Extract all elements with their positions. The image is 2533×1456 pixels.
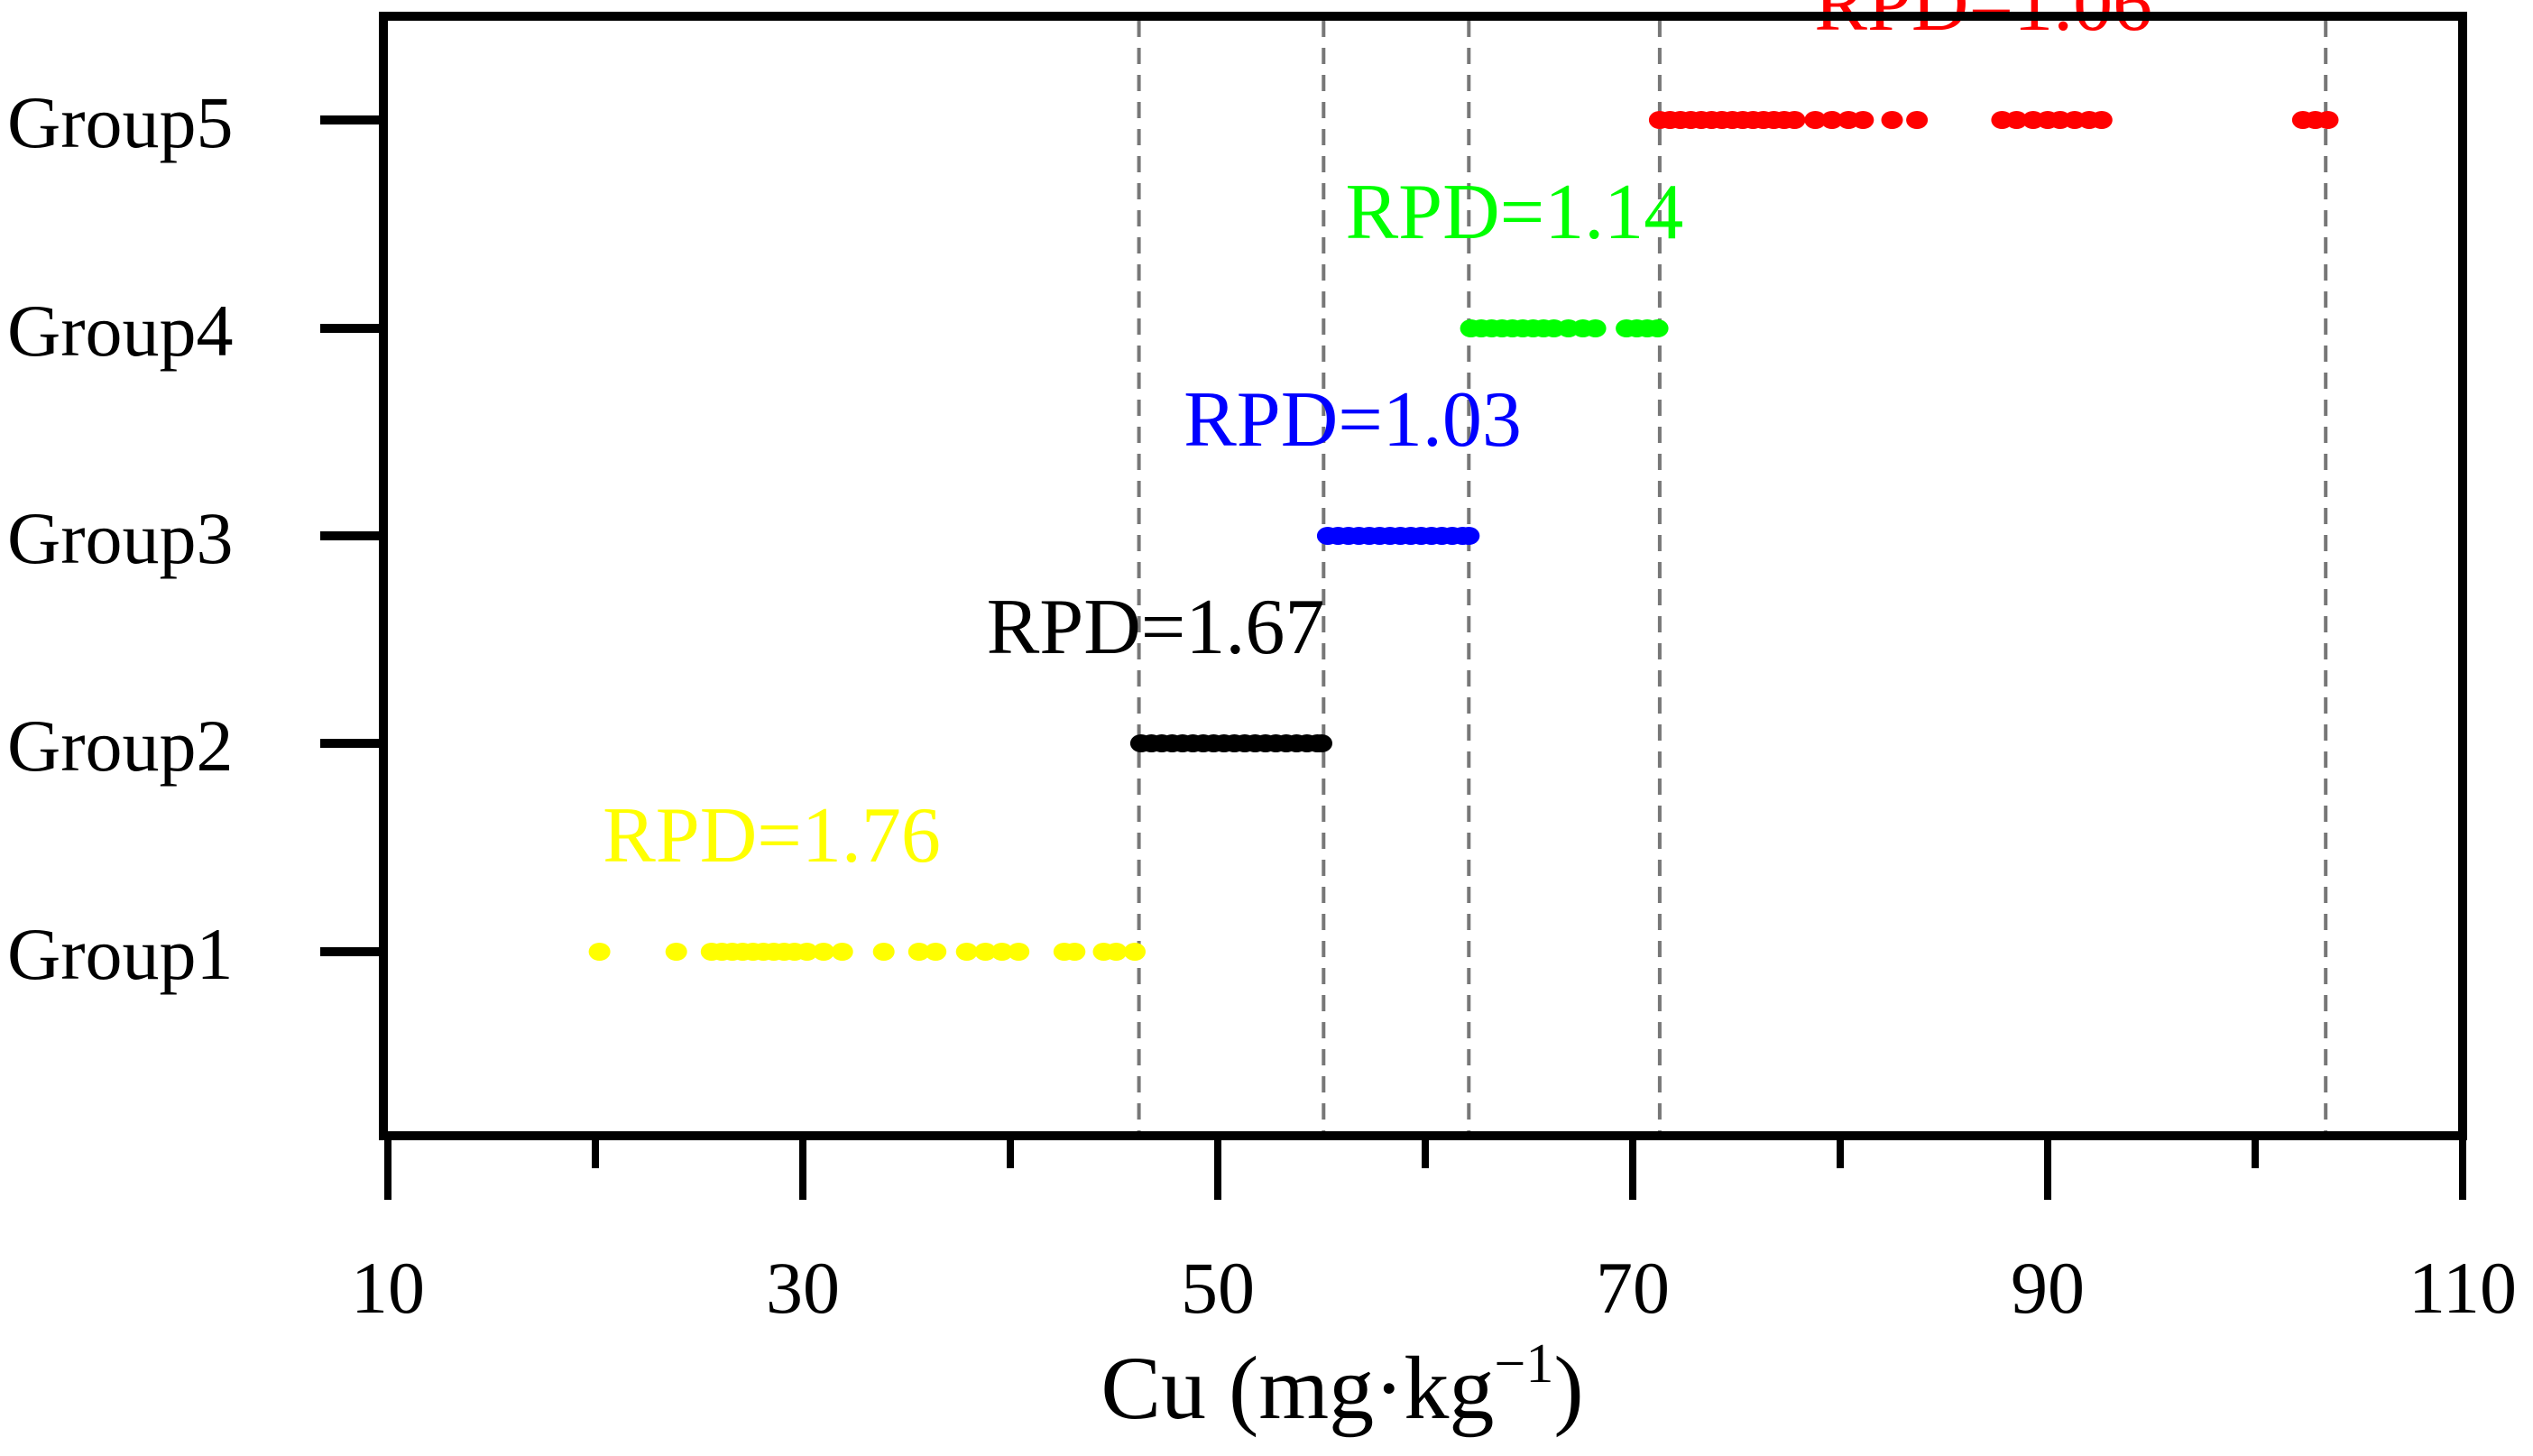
- point-group5-15: [1804, 111, 1827, 129]
- point-group1-13: [813, 943, 834, 961]
- point-group1-23: [1064, 943, 1086, 961]
- point-group1-26: [1124, 943, 1146, 961]
- point-group1-19: [974, 943, 997, 961]
- series-group5: [1648, 111, 2339, 129]
- x-tick-label-110: 110: [2409, 1247, 2517, 1329]
- point-group4-12: [1584, 319, 1607, 337]
- rpd-label-group5: RPD=1.06: [1814, 0, 2152, 48]
- point-group1-12: [796, 943, 818, 961]
- point-group1-17: [925, 943, 947, 961]
- data-points: [588, 111, 2339, 961]
- point-group5-19: [1881, 111, 1903, 129]
- point-group5-31: [2317, 111, 2339, 129]
- point-group1-16: [907, 943, 930, 961]
- point-group1-15: [872, 943, 895, 961]
- series-group3: [1316, 527, 1480, 545]
- x-tick-label-50: 50: [1181, 1247, 1255, 1329]
- rpd-label-group2: RPD=1.67: [987, 584, 1325, 671]
- x-axis-title: Cu (mg·kg−1): [1101, 1333, 1583, 1438]
- y-tick-label-group3: Group3: [7, 497, 234, 579]
- rpd-label-group1: RPD=1.76: [603, 792, 941, 880]
- y-tick-label-group4: Group4: [7, 290, 234, 372]
- x-tick-label-30: 30: [766, 1247, 840, 1329]
- x-axis-title-text: Cu (mg·kg: [1101, 1338, 1494, 1438]
- rpd-label-group4: RPD=1.14: [1345, 169, 1683, 256]
- x-tick-label-10: 10: [351, 1247, 425, 1329]
- y-tick-label-group1: Group1: [7, 913, 234, 995]
- series-group2: [1129, 734, 1332, 752]
- point-group5-28: [2090, 111, 2113, 129]
- series-group4: [1460, 319, 1669, 337]
- x-tick-label-90: 90: [2011, 1247, 2085, 1329]
- point-group1-14: [831, 943, 853, 961]
- x-tick-label-70: 70: [1596, 1247, 1670, 1329]
- point-group5-22: [2005, 111, 2028, 129]
- point-group1-25: [1105, 943, 1128, 961]
- point-group5-14: [1783, 111, 1806, 129]
- x-axis-title-superscript: −1: [1494, 1333, 1553, 1395]
- y-axis: Group1 Group2 Group3 Group4 Group5: [7, 81, 383, 995]
- x-axis: 10 30 50 70 90 110: [351, 1136, 2517, 1329]
- point-group1-20: [990, 943, 1013, 961]
- y-tick-label-group2: Group2: [7, 705, 234, 787]
- point-group5-18: [1852, 111, 1874, 129]
- point-group2-19: [1311, 734, 1332, 752]
- point-group1-1: [588, 943, 611, 961]
- series-group1: [588, 943, 1146, 961]
- y-tick-label-group5: Group5: [7, 81, 234, 163]
- point-group5-20: [1906, 111, 1929, 129]
- rpd-annotations: RPD=1.76 RPD=1.67 RPD=1.03 RPD=1.14 RPD=1.06: [603, 0, 2152, 880]
- point-group4-16: [1646, 319, 1669, 337]
- point-group1-18: [955, 943, 978, 961]
- point-group1-2: [665, 943, 687, 961]
- x-axis-title-suffix: ): [1553, 1338, 1583, 1438]
- point-group5-16: [1820, 111, 1843, 129]
- rpd-label-group3: RPD=1.03: [1184, 376, 1522, 464]
- point-group3-15: [1458, 527, 1480, 545]
- point-group1-21: [1008, 943, 1030, 961]
